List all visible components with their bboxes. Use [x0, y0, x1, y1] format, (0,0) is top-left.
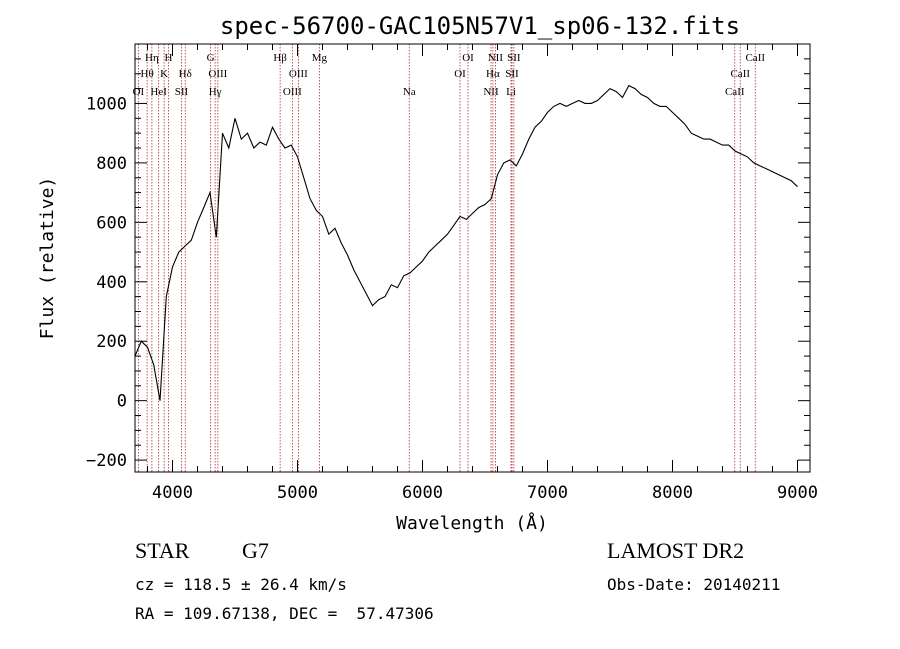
y-tick-label: 600 — [96, 213, 127, 233]
marker-label: CaII — [745, 52, 765, 64]
marker-label: SII — [505, 68, 519, 80]
chart-title: spec-56700-GAC105N57V1_sp06-132.fits — [220, 12, 740, 40]
marker-label: SII — [507, 52, 521, 64]
marker-label: Hδ — [179, 68, 192, 80]
marker-label: NII — [488, 52, 504, 64]
y-tick-label: 0 — [117, 392, 127, 412]
marker-label: Hη — [145, 52, 159, 64]
spectrum-line — [134, 84, 798, 401]
marker-label: OIII — [208, 68, 227, 80]
y-axis-ticks: −200 0 200 400 600 800 1000 — [86, 43, 810, 471]
obs-date-text: Obs-Date: 20140211 — [607, 575, 780, 594]
y-axis-label: Flux (relative) — [37, 177, 58, 340]
y-tick-label: 1000 — [86, 94, 127, 114]
y-tick-label: 400 — [96, 273, 127, 293]
spectral-line-labels: OIHθHηHeIKHSIIHδGHγOIIIHβOIIIOIIIMgNaOIO… — [133, 52, 766, 98]
x-tick-label: 9000 — [777, 483, 818, 503]
coordinates-text: RA = 109.67138, DEC = 57.47306 — [135, 604, 434, 623]
y-tick-label: 800 — [96, 154, 127, 174]
marker-label: NII — [483, 86, 499, 98]
marker-label: Li — [506, 86, 516, 98]
marker-label: G — [207, 52, 215, 64]
marker-label: H — [165, 52, 173, 64]
marker-label: OI — [454, 68, 466, 80]
plot-frame — [134, 43, 811, 473]
marker-label: HeI — [150, 86, 167, 98]
redshift-text: cz = 118.5 ± 26.4 km/s — [135, 575, 347, 594]
x-tick-label: 5000 — [277, 483, 318, 503]
survey-label: LAMOST DR2 — [607, 538, 744, 563]
marker-label: Hα — [486, 68, 500, 80]
x-tick-label: 6000 — [402, 483, 443, 503]
marker-label: Mg — [312, 52, 328, 64]
x-tick-label: 7000 — [527, 483, 568, 503]
marker-label: OIII — [283, 86, 302, 98]
marker-label: Hθ — [141, 68, 154, 80]
marker-label: Na — [403, 86, 416, 98]
object-class: STAR — [135, 538, 190, 563]
marker-label: CaII — [730, 68, 750, 80]
marker-label: Hγ — [209, 86, 222, 98]
spectral-line-markers — [137, 44, 756, 472]
marker-label: OI — [133, 86, 145, 98]
object-subclass: G7 — [242, 538, 269, 563]
x-tick-label: 4000 — [152, 483, 193, 503]
x-axis-ticks: 4000 5000 6000 7000 8000 9000 — [147, 44, 818, 503]
marker-label: OI — [462, 52, 474, 64]
x-tick-label: 8000 — [652, 483, 693, 503]
marker-label: K — [160, 68, 168, 80]
marker-label: CaII — [725, 86, 745, 98]
marker-label: SII — [175, 86, 189, 98]
y-tick-label: −200 — [86, 451, 127, 471]
x-axis-label: Wavelength (Å) — [396, 512, 548, 534]
marker-label: Hβ — [273, 52, 287, 64]
marker-label: OIII — [289, 68, 308, 80]
y-tick-label: 200 — [96, 332, 127, 352]
